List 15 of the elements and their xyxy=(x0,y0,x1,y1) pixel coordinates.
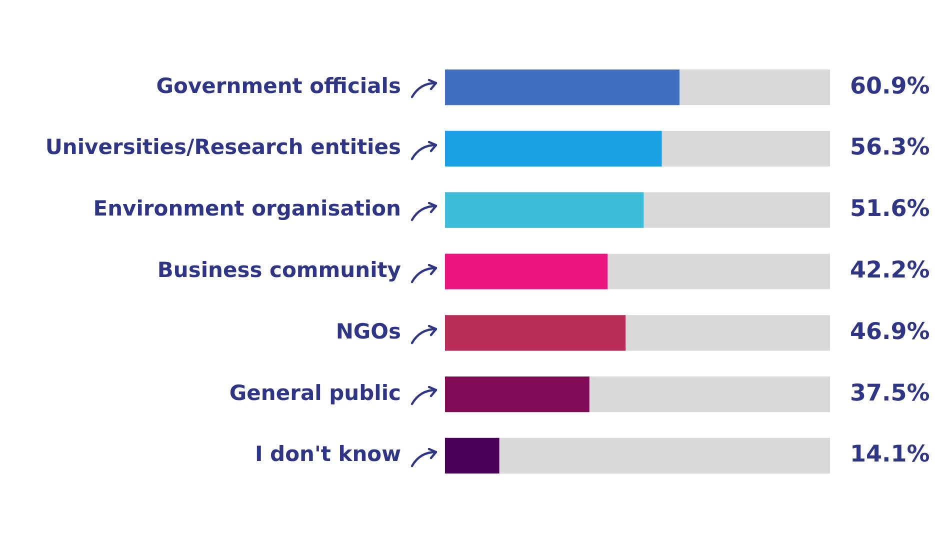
y-tick-label: NGOs xyxy=(336,319,401,344)
y-tick-label: I don't know xyxy=(254,442,401,466)
y-tick-label: Business community xyxy=(157,258,402,282)
data-label: 51.6% xyxy=(850,196,930,222)
y-tick-label: Government officials xyxy=(156,74,401,98)
data-label: 60.9% xyxy=(850,73,930,100)
data-label: 14.1% xyxy=(850,442,930,468)
bar xyxy=(445,438,500,474)
y-tick-label: Universities/Research entities xyxy=(45,135,401,160)
data-label: 42.2% xyxy=(850,257,930,284)
y-tick-label: Environment organisation xyxy=(93,196,401,221)
data-label: 56.3% xyxy=(850,134,930,161)
y-tick-label: General public xyxy=(229,380,401,405)
data-label: 37.5% xyxy=(850,380,930,406)
data-label: 46.9% xyxy=(850,318,930,345)
